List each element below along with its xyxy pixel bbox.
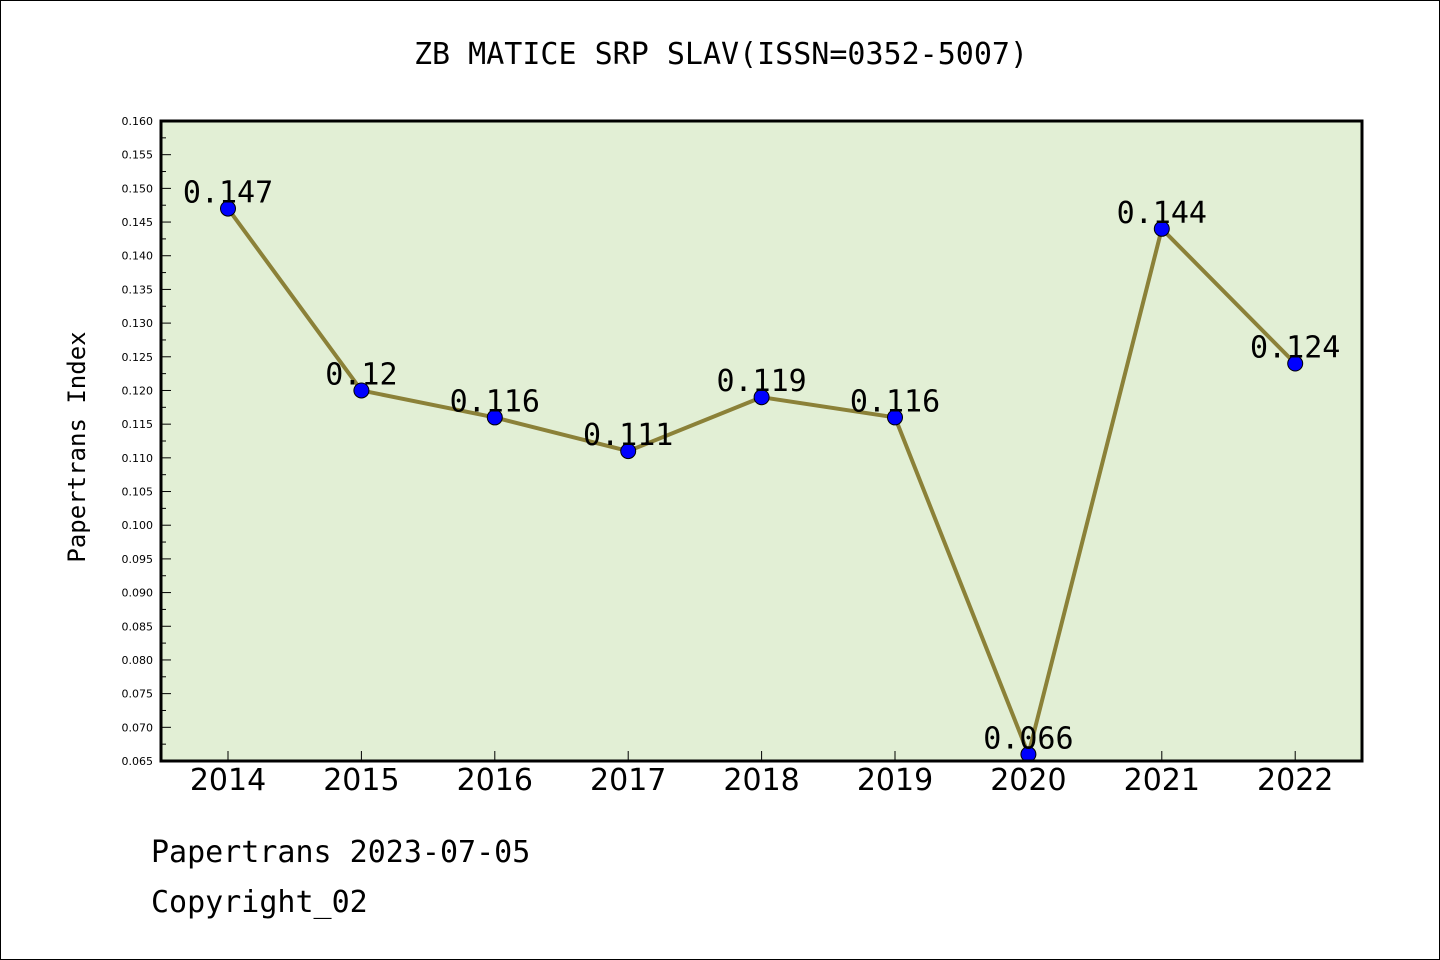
y-axis-ticks: 0.065 0.070 0.075 0.080 0.085 0.090 0.095 0.100… [122,115,154,768]
plot-border [159,119,1364,763]
data-points [220,200,1304,763]
y-tick-label: 0.075 [122,688,154,701]
y-tick-label: 0.120 [122,384,154,397]
x-tick-label: 2018 [723,763,799,798]
x-tick-label: 2017 [590,763,666,798]
y-tick-label: 0.110 [122,452,154,465]
footer-copyright: Copyright_02 [151,885,368,920]
data-label: 0.124 [1250,331,1340,366]
y-tick-label: 0.145 [122,216,154,229]
data-label: 0.111 [583,418,673,453]
y-tick-label: 0.150 [122,182,154,195]
x-tick-label: 2014 [190,763,266,798]
y-tick-label: 0.130 [122,317,154,330]
data-labels: 0.147 0.12 0.116 0.111 0.119 0.116 0.066 0.144 0… [183,176,1341,757]
footer-date: Papertrans 2023-07-05 [151,835,531,870]
data-point [220,200,236,217]
y-tick-label: 0.065 [122,755,154,768]
data-label: 0.116 [850,384,940,419]
data-label: 0.144 [1117,196,1207,231]
y-tick-label: 0.070 [122,721,154,734]
data-label: 0.116 [450,384,540,419]
x-tick-label: 2021 [1124,763,1200,798]
data-point [1153,220,1170,237]
y-tick-label: 0.105 [122,486,154,499]
x-tick-label: 2015 [323,763,399,798]
y-tick-label: 0.135 [122,283,154,296]
data-point [753,389,770,406]
y-tick-label: 0.125 [122,351,154,364]
y-tick-label: 0.115 [122,418,154,431]
data-label: 0.066 [983,721,1073,756]
data-label: 0.147 [183,176,273,211]
data-point [353,382,370,399]
y-tick-label: 0.080 [122,654,154,667]
x-tick-label: 2020 [990,763,1066,798]
data-label: 0.119 [716,364,806,399]
y-tick-label: 0.095 [122,553,154,566]
data-point [486,409,503,426]
x-axis-ticks: 2014 2015 2016 2017 2018 2019 2020 2021 2022 [190,751,1333,798]
y-tick-label: 0.090 [122,587,154,600]
x-tick-label: 2022 [1257,763,1333,798]
data-point [1287,355,1304,372]
y-tick-label: 0.155 [122,149,154,162]
y-tick-label: 0.100 [122,519,154,532]
x-tick-label: 2016 [457,763,533,798]
data-label: 0.12 [325,357,397,392]
data-point [620,443,637,460]
x-tick-label: 2019 [857,763,933,798]
y-tick-label: 0.140 [122,250,154,263]
data-point [887,409,903,426]
y-tick-label: 0.160 [122,115,154,128]
y-tick-label: 0.085 [122,620,154,633]
chart-title: ZB MATICE SRP SLAV(ISSN=0352-5007) [413,37,1029,72]
